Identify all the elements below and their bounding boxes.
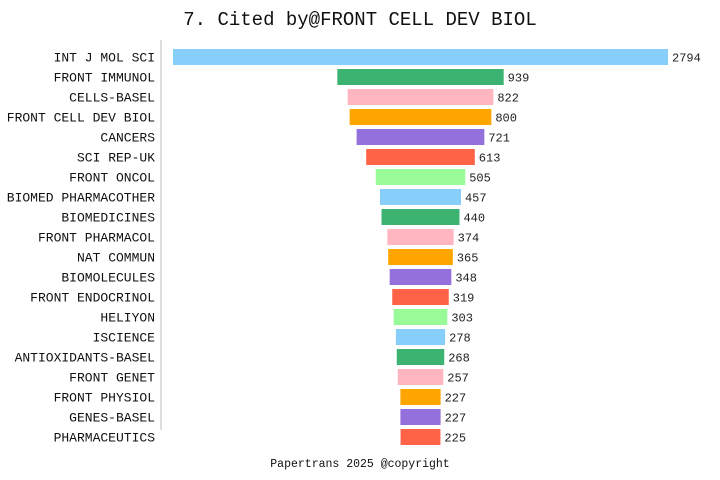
- category-label: PHARMACEUTICS: [54, 431, 156, 446]
- bar: [366, 149, 475, 165]
- category-label: SCI REP-UK: [77, 151, 155, 166]
- bar: [337, 69, 504, 85]
- data-label: 225: [444, 432, 466, 446]
- bar: [396, 349, 445, 365]
- data-label: 348: [455, 272, 477, 286]
- category-label: CELLS-BASEL: [69, 91, 155, 106]
- data-label: 822: [497, 92, 519, 106]
- category-label: FRONT ENDOCRINOL: [30, 291, 155, 306]
- data-label: 939: [508, 72, 530, 86]
- bar: [392, 289, 449, 305]
- bar: [375, 169, 466, 185]
- category-label: FRONT ONCOL: [69, 171, 155, 186]
- data-label: 374: [458, 232, 480, 246]
- data-label: 278: [449, 332, 471, 346]
- bar: [400, 429, 441, 445]
- category-label: FRONT PHYSIOL: [54, 391, 155, 406]
- bar: [389, 269, 452, 285]
- data-label: 800: [495, 112, 517, 126]
- bar: [349, 109, 492, 125]
- category-label: FRONT CELL DEV BIOL: [7, 111, 155, 126]
- bar: [400, 409, 441, 425]
- copyright-footer: Papertrans 2025 @copyright: [270, 458, 450, 471]
- category-label: GENES-BASEL: [69, 411, 155, 426]
- data-label: 227: [445, 412, 467, 426]
- data-label: 365: [457, 252, 479, 266]
- category-label: NAT COMMUN: [77, 251, 155, 266]
- data-label: 505: [469, 172, 491, 186]
- data-label: 721: [488, 132, 510, 146]
- category-label: FRONT GENET: [69, 371, 155, 386]
- category-label: CANCERS: [100, 131, 155, 146]
- category-label: INT J MOL SCI: [54, 51, 155, 66]
- data-label: 227: [445, 392, 467, 406]
- data-label: 613: [479, 152, 501, 166]
- data-label: 440: [463, 212, 485, 226]
- data-label: 457: [465, 192, 487, 206]
- bar: [388, 249, 453, 265]
- bar: [356, 129, 485, 145]
- bar: [380, 189, 461, 205]
- bar: [393, 309, 448, 325]
- category-label: ISCIENCE: [93, 331, 156, 346]
- data-label: 2794: [672, 52, 701, 66]
- chart-title: 7. Cited by@FRONT CELL DEV BIOL: [183, 9, 537, 31]
- bar: [397, 369, 444, 385]
- data-label: 268: [448, 352, 470, 366]
- category-label: HELIYON: [100, 311, 155, 326]
- bar: [395, 329, 446, 345]
- category-label: FRONT IMMUNOL: [54, 71, 155, 86]
- category-label: BIOMOLECULES: [61, 271, 155, 286]
- category-label: BIOMEDICINES: [61, 211, 155, 226]
- category-label: BIOMED PHARMACOTHER: [7, 191, 155, 206]
- bar: [347, 89, 494, 105]
- data-label: 257: [447, 372, 469, 386]
- bar: [381, 209, 460, 225]
- category-label: FRONT PHARMACOL: [38, 231, 155, 246]
- bar: [173, 49, 668, 65]
- data-label: 303: [451, 312, 473, 326]
- category-label: ANTIOXIDANTS-BASEL: [15, 351, 155, 366]
- data-label: 319: [453, 292, 475, 306]
- bar: [387, 229, 454, 245]
- bar: [400, 389, 441, 405]
